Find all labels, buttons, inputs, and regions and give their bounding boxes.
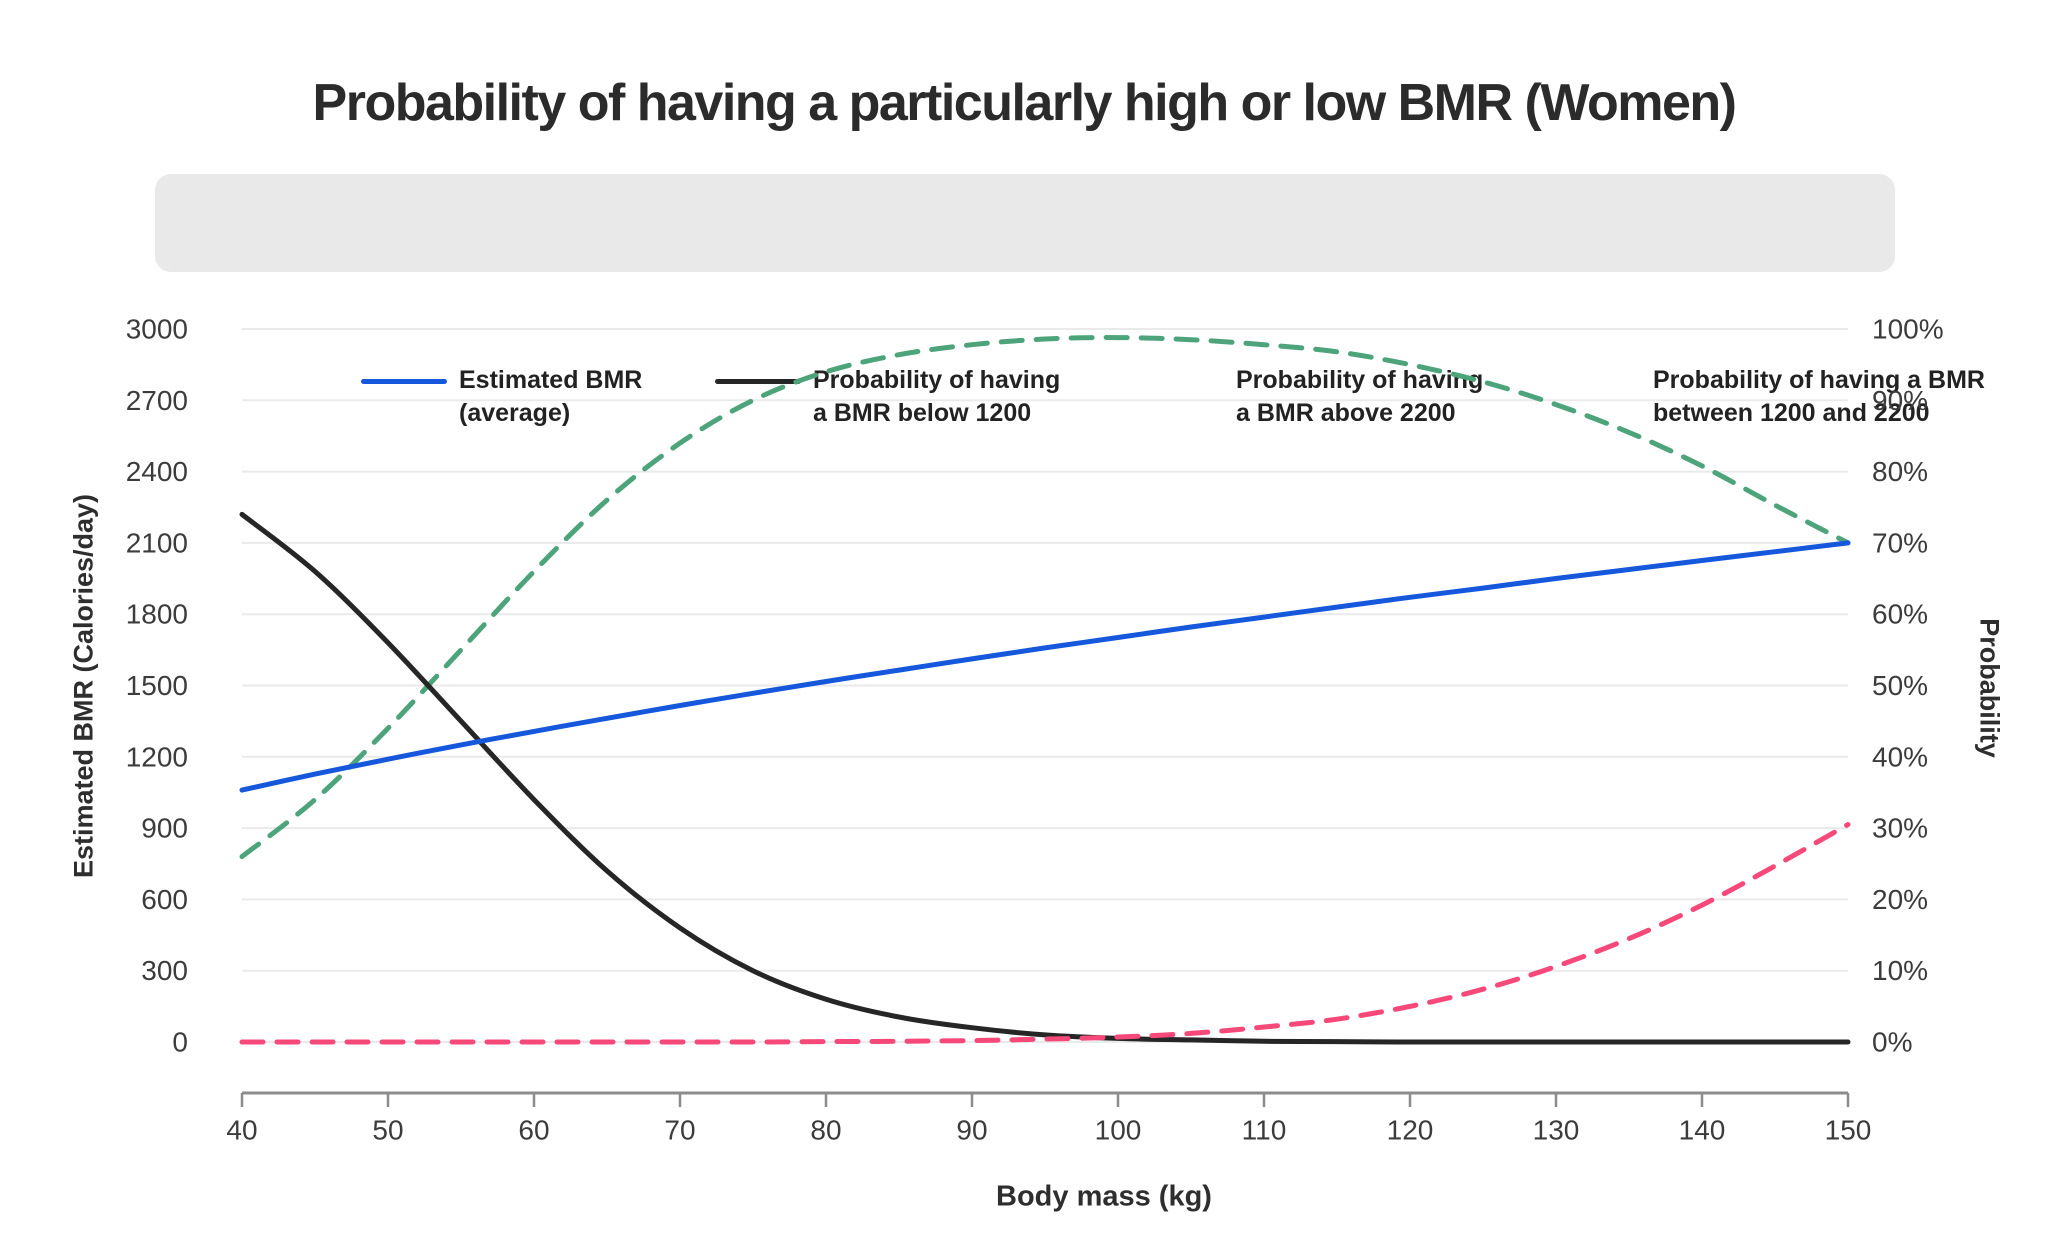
x-tick-label: 50 bbox=[372, 1115, 403, 1146]
y-left-tick-label: 600 bbox=[141, 884, 188, 915]
x-tick-label: 140 bbox=[1679, 1115, 1726, 1146]
legend-label-line1: Probability of having a BMR bbox=[1653, 366, 1985, 394]
y-left-tick-label: 3000 bbox=[126, 314, 188, 345]
x-tick-label: 40 bbox=[226, 1115, 257, 1146]
y-tick-labels: 3000 100%2700 90%2400 80%2100 70%1800 60%1500… bbox=[126, 314, 1944, 1058]
legend-label: Probability of having a BMR above 2200 bbox=[1236, 364, 1483, 430]
y-left-tick-label: 1200 bbox=[126, 741, 188, 772]
y-left-tick-label: 2700 bbox=[126, 385, 188, 416]
series-line-bmr-above-2200 bbox=[239, 822, 1851, 1045]
legend-label: Probability of having a BMR between 1200… bbox=[1653, 364, 1985, 430]
x-tick-label: 70 bbox=[664, 1115, 695, 1146]
y-left-tick-label: 1800 bbox=[126, 599, 188, 630]
y-right-tick-label: 20% bbox=[1872, 884, 1928, 915]
y-left-tick-label: 0 bbox=[172, 1027, 188, 1058]
legend-label: Estimated BMR (average) bbox=[459, 364, 642, 430]
legend-swatch-bmr-below-1200 bbox=[715, 379, 801, 384]
y-left-tick-label: 2400 bbox=[126, 456, 188, 487]
y-right-tick-label: 0% bbox=[1872, 1027, 1912, 1058]
legend: Estimated BMR (average) Probability of h… bbox=[155, 174, 1985, 427]
y-right-tick-label: 40% bbox=[1872, 741, 1928, 772]
x-tick-label: 130 bbox=[1533, 1115, 1580, 1146]
chart-title: Probability of having a particularly hig… bbox=[312, 74, 1737, 132]
x-axis-title: Body mass (kg) bbox=[996, 1180, 1212, 1213]
y-right-tick-label: 70% bbox=[1872, 527, 1928, 558]
y-left-tick-label: 1500 bbox=[126, 670, 188, 701]
gridlines bbox=[242, 328, 1848, 1043]
series-line-estimated-bmr bbox=[239, 540, 1851, 793]
legend-label-line2: between 1200 and 2200 bbox=[1653, 399, 1930, 427]
y-right-tick-label: 10% bbox=[1872, 955, 1928, 986]
x-axis: 40 50 60 70 80 90 100 110 120 130 140 150 bbox=[226, 1091, 1872, 1146]
legend-label-line2: a BMR below 1200 bbox=[813, 399, 1032, 427]
x-tick-label: 150 bbox=[1825, 1115, 1872, 1146]
x-tick-label: 80 bbox=[810, 1115, 841, 1146]
legend-label-line1: Probability of having bbox=[813, 366, 1061, 394]
y-left-tick-label: 300 bbox=[141, 955, 188, 986]
series-line-bmr-below-1200 bbox=[239, 511, 1851, 1045]
y-right-tick-label: 100% bbox=[1872, 314, 1944, 345]
legend-label-line1: Estimated BMR bbox=[459, 366, 643, 394]
x-tick-label: 90 bbox=[956, 1115, 987, 1146]
x-tick-label: 110 bbox=[1242, 1115, 1287, 1146]
y-right-tick-label: 90% bbox=[1872, 385, 1928, 416]
x-tick-label: 120 bbox=[1387, 1115, 1434, 1146]
y-right-tick-label: 60% bbox=[1872, 599, 1928, 630]
legend-label: Probability of having a BMR below 1200 bbox=[813, 364, 1060, 430]
legend-label-line2: (average) bbox=[459, 399, 571, 427]
x-tick-label: 100 bbox=[1095, 1115, 1142, 1146]
legend-label-line2: a BMR above 2200 bbox=[1236, 399, 1456, 427]
y-right-tick-label: 80% bbox=[1872, 456, 1928, 487]
y-right-tick-label: 30% bbox=[1872, 813, 1928, 844]
x-tick-label: 60 bbox=[518, 1115, 549, 1146]
y-right-tick-label: 50% bbox=[1872, 670, 1928, 701]
legend-swatch-estimated-bmr bbox=[361, 379, 447, 384]
y-left-tick-label: 900 bbox=[141, 813, 188, 844]
y-left-tick-label: 2100 bbox=[126, 527, 188, 558]
series-line-bmr-between-1200-2200 bbox=[239, 335, 1851, 860]
